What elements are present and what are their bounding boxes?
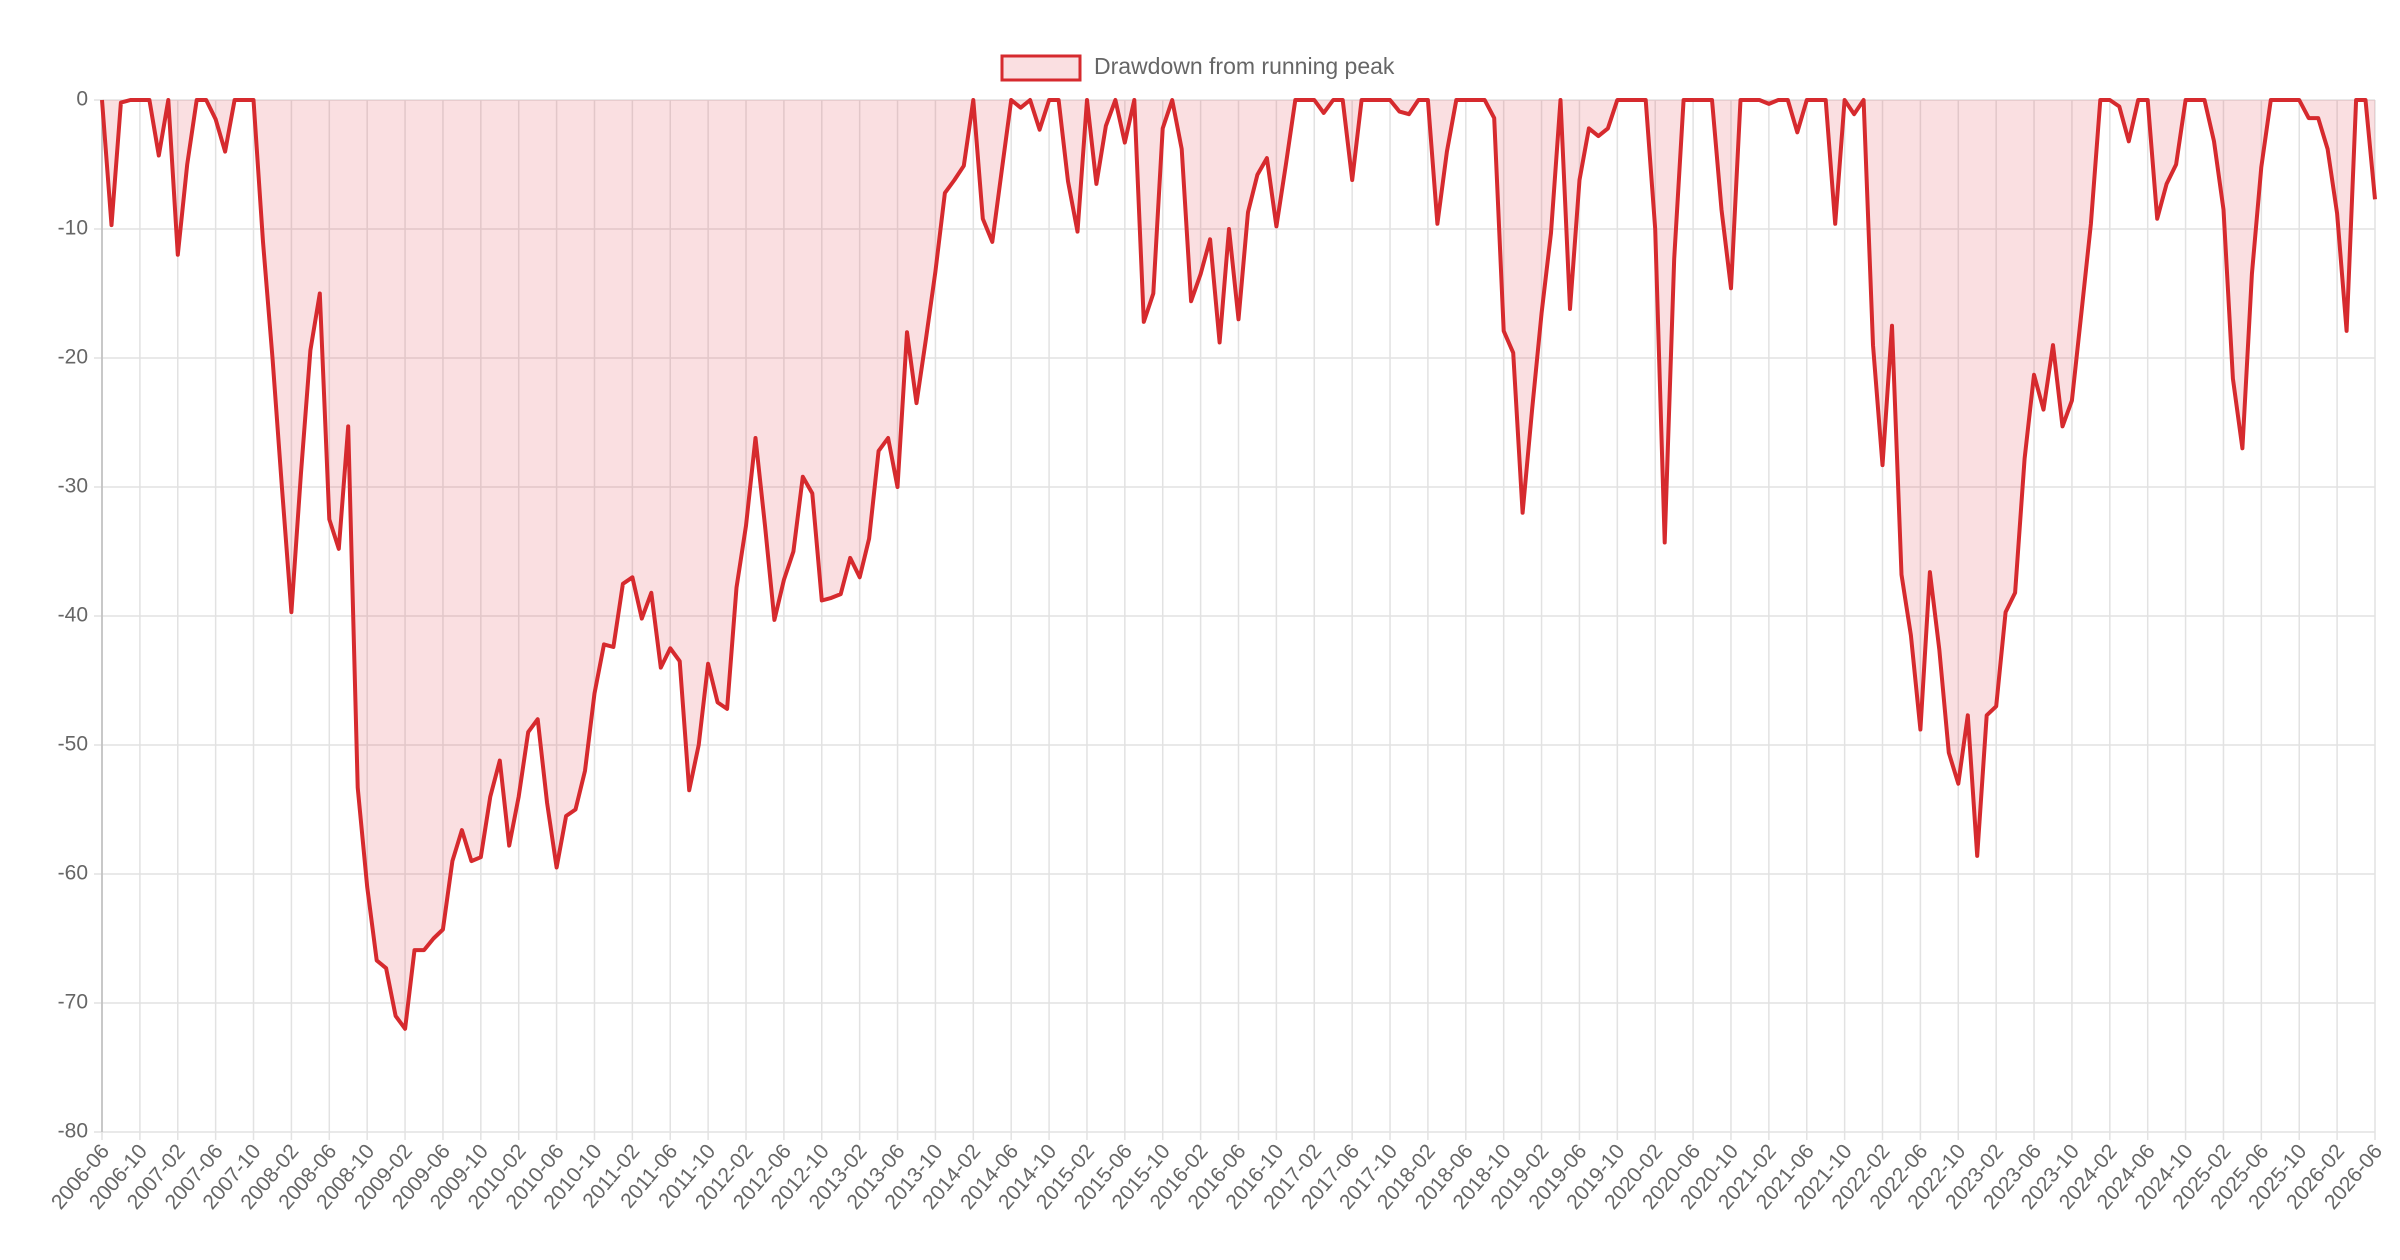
y-tick-label: -30 [58,475,88,498]
y-tick-label: -50 [58,733,88,756]
legend-swatch [1000,54,1082,82]
area [102,100,2375,1029]
y-tick-label: -10 [58,217,88,240]
y-tick-label: -70 [58,991,88,1014]
y-tick-label: -80 [58,1120,88,1143]
y-tick-label: -60 [58,862,88,885]
legend-label: Drawdown from running peak [1094,53,1395,79]
y-tick-label: 0 [76,88,88,111]
y-tick-label: -40 [58,604,88,627]
y-tick-label: -20 [58,346,88,369]
line [100,98,2377,1031]
